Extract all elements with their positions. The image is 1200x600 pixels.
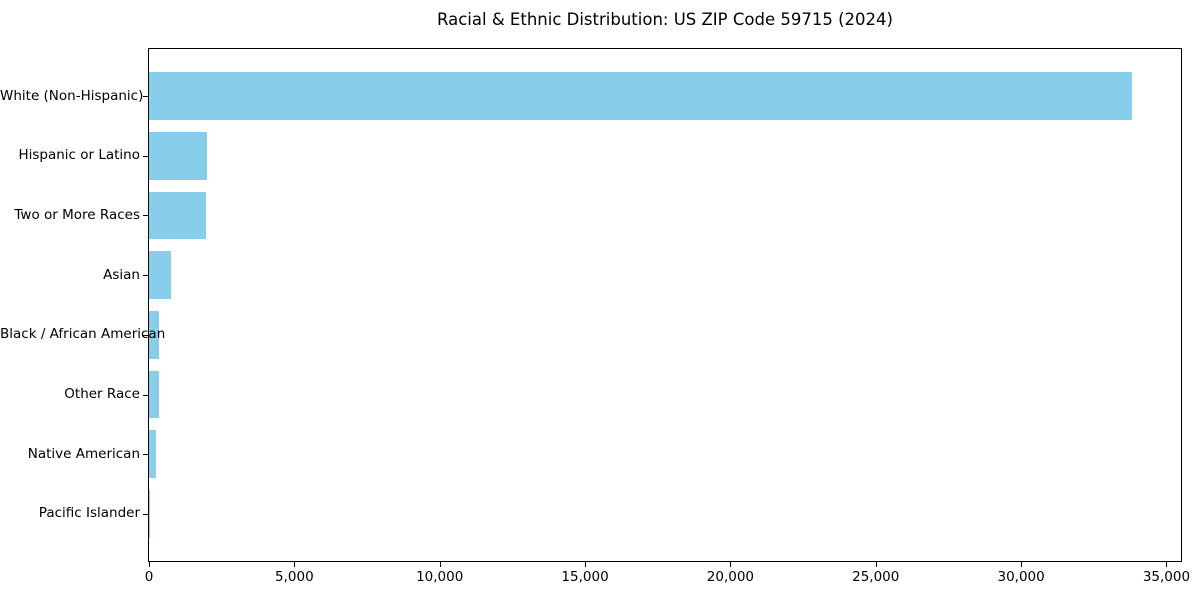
y-axis-label-two-or-more-races: Two or More Races: [14, 206, 140, 223]
bar-two-or-more-races: [149, 191, 206, 240]
y-axis-tick: [143, 155, 148, 157]
bar-asian: [149, 251, 171, 300]
y-axis-label-white-non-hispanic: White (Non-Hispanic): [0, 87, 144, 104]
x-axis-tick-label: 15,000: [561, 569, 609, 585]
y-axis-tick: [143, 454, 148, 456]
bar-native-american: [149, 430, 157, 479]
x-axis-tick-label: 10,000: [416, 569, 464, 585]
y-axis-tick: [143, 96, 148, 98]
plot-area: [148, 48, 1182, 562]
x-axis-tick-label: 30,000: [997, 569, 1045, 585]
x-axis-tick-label: 25,000: [852, 569, 900, 585]
x-axis-tick: [875, 562, 877, 567]
x-axis-tick: [730, 562, 732, 567]
x-axis-tick: [585, 562, 587, 567]
y-axis-tick: [143, 513, 148, 515]
x-axis-tick-label: 35,000: [1142, 569, 1191, 585]
x-axis-tick: [294, 562, 296, 567]
bar-other-race: [149, 370, 159, 419]
y-axis-label-black-african-american: Black / African American: [0, 326, 166, 343]
x-axis-tick: [439, 562, 441, 567]
bar-white-non-hispanic: [149, 72, 1132, 120]
bar-hispanic-or-latino: [149, 131, 208, 180]
y-axis-tick: [143, 215, 148, 217]
x-axis-tick-label: 5,000: [275, 569, 314, 585]
x-axis-tick-label: 20,000: [706, 569, 755, 585]
y-axis-label-native-american: Native American: [27, 445, 140, 462]
y-axis-label-hispanic-or-latino: Hispanic or Latino: [18, 147, 140, 164]
y-axis-tick: [143, 394, 148, 396]
y-axis-label-pacific-islander: Pacific Islander: [38, 505, 140, 522]
x-axis-tick-label: 0: [144, 569, 154, 585]
chart-title: Racial & Ethnic Distribution: US ZIP Cod…: [437, 10, 893, 29]
bar-black-african-american: [149, 310, 160, 359]
y-axis-label-other-race: Other Race: [64, 386, 140, 402]
x-axis-tick: [1166, 562, 1168, 567]
y-axis-tick: [143, 334, 148, 336]
y-axis-label-asian: Asian: [103, 266, 140, 283]
y-axis-tick: [143, 275, 148, 277]
x-axis-tick: [149, 562, 150, 567]
x-axis-tick: [1021, 562, 1023, 567]
